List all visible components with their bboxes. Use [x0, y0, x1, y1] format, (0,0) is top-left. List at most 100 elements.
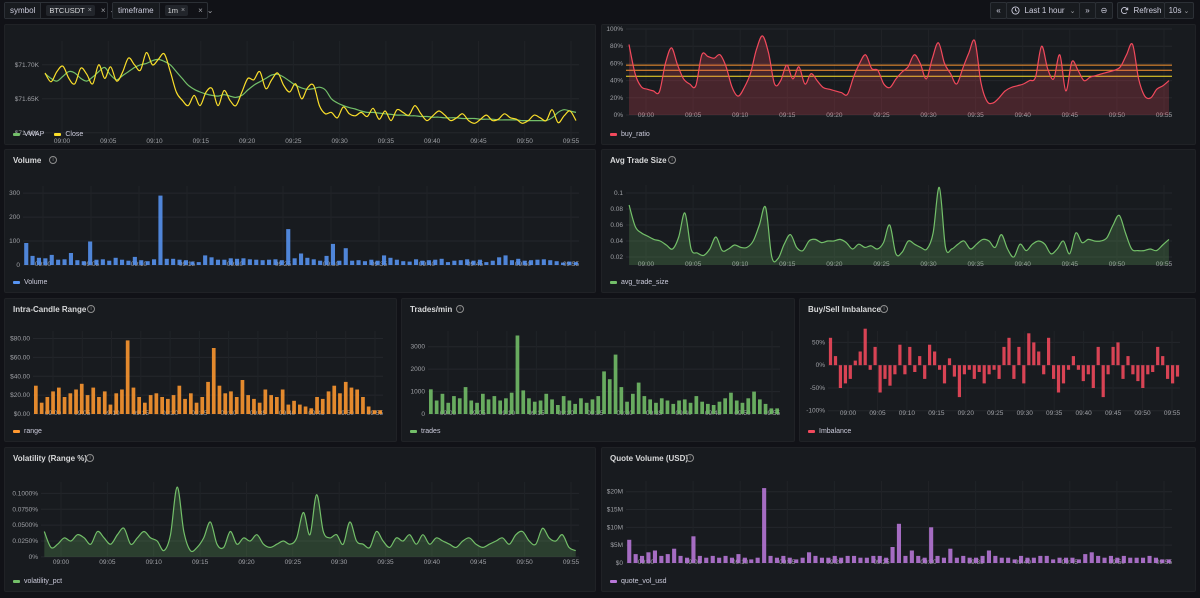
legend-swatch	[13, 580, 20, 583]
info-icon[interactable]: i	[668, 156, 676, 164]
panel-trades[interactable]: Trades/min i 300020001000009:0009:0509:1…	[401, 298, 795, 442]
legend-item-imbalance[interactable]: Imbalance	[808, 428, 851, 435]
time-range-label: Last 1 hour	[1024, 6, 1065, 15]
timeframe-variable[interactable]: timeframe 1m × × ⌄	[112, 2, 213, 19]
bar	[548, 260, 553, 265]
legend-item-buy-ratio[interactable]: buy_ratio	[610, 131, 650, 138]
bar	[1047, 337, 1051, 366]
bar	[369, 259, 374, 265]
clear-icon[interactable]: ×	[100, 6, 106, 15]
zoom-out-button[interactable]: ⊖	[1095, 2, 1113, 19]
bar	[337, 260, 342, 265]
volatility-chart[interactable]: 0.1000% 0.0750% 0.0500% 0.0250% 0% 09:00 09:05…	[5, 448, 597, 593]
chevron-down-icon[interactable]: ⌄	[206, 6, 214, 15]
time-range-picker[interactable]: Last 1 hour ⌄	[1006, 2, 1080, 19]
y-tick-label: 0.0500%	[12, 522, 38, 529]
bar	[746, 398, 751, 414]
bar	[222, 259, 227, 265]
y-tick-label: $71.65K	[15, 96, 40, 103]
legend-item-volatility[interactable]: volatility_pct	[13, 578, 62, 585]
bar	[183, 260, 188, 265]
bar	[717, 557, 722, 563]
bar	[1007, 337, 1011, 366]
x-tick-label: 09:25	[873, 261, 890, 268]
bar	[636, 382, 641, 414]
legend-item-volume[interactable]: Volume	[13, 279, 47, 286]
x-tick-label: 09:15	[928, 410, 945, 417]
time-forward-button[interactable]: »	[1079, 2, 1096, 19]
panel-volatility[interactable]: Volatility (Range %) i 0.1000% 0.0750% 0.0…	[4, 447, 596, 592]
bar	[787, 557, 792, 563]
panel-avg-trade-size[interactable]: Avg Trade Size i 0.1 0.08 0.06 0.04 0.02 09:0…	[601, 149, 1196, 293]
imbalance-chart[interactable]: 50% 0% -50% -100% 09:00 09:05 09:10 09:15 09:20 0…	[800, 299, 1197, 443]
bar	[1161, 356, 1165, 366]
info-icon[interactable]: i	[686, 454, 694, 462]
bar	[330, 243, 335, 265]
range-chart[interactable]: $80.00$60.00$40.00$20.00$0.0009:0009:050…	[5, 299, 398, 443]
volume-chart[interactable]: 300200100009:0009:0509:1009:1509:2009:25…	[5, 150, 597, 294]
bar	[868, 365, 872, 370]
x-tick-label: 09:30	[1017, 410, 1034, 417]
info-icon[interactable]: i	[87, 305, 95, 313]
series-area	[44, 487, 576, 557]
trades-chart[interactable]: 300020001000009:0009:0509:1009:1509:2009…	[402, 299, 796, 443]
bar	[1151, 365, 1155, 372]
bar	[863, 328, 867, 366]
y-tick-label: $20M	[607, 489, 623, 496]
x-tick-label: 09:20	[162, 410, 179, 417]
bar	[183, 398, 187, 414]
price-chart[interactable]: $71.70K $71.65K $71.60K 09:00 09:05 09:10 09:1…	[5, 25, 597, 146]
x-tick-label: 09:55	[1156, 261, 1173, 268]
bar	[263, 389, 268, 414]
legend-swatch	[610, 281, 617, 284]
quote-volume-chart[interactable]: $20M$15M$10M$5M$009:0009:0509:1009:1509:…	[602, 448, 1197, 593]
bar	[884, 557, 889, 563]
refresh-interval-picker[interactable]: 10s ⌄	[1164, 2, 1194, 19]
info-icon[interactable]: i	[86, 454, 94, 462]
legend-item-avg-trade-size[interactable]: avg_trade_size	[610, 279, 668, 286]
bar	[139, 260, 144, 265]
info-icon[interactable]: i	[456, 305, 464, 313]
panel-price[interactable]: $71.70K $71.65K $71.60K 09:00 09:05 09:10 09:1…	[4, 24, 596, 145]
panel-volume[interactable]: Volume i 300200100009:0009:0509:1009:150…	[4, 149, 596, 293]
panel-range[interactable]: Intra-Candle Range i $80.00 $60.00 $40.00 $…	[4, 298, 397, 442]
symbol-value-chip[interactable]: BTCUSDT ×	[46, 5, 95, 16]
bar	[223, 393, 228, 415]
x-tick-label: 09:05	[100, 138, 117, 145]
remove-chip-icon[interactable]: ×	[180, 7, 186, 14]
legend-item-trades[interactable]: trades	[410, 428, 440, 435]
bar	[286, 404, 291, 414]
bar	[332, 385, 337, 414]
bar	[200, 397, 205, 414]
bar	[34, 385, 38, 414]
bar	[137, 397, 141, 414]
bar	[613, 354, 618, 414]
bar	[898, 344, 902, 366]
clear-icon[interactable]: ×	[198, 6, 203, 15]
bar	[590, 399, 595, 414]
symbol-variable[interactable]: symbol BTCUSDT × × ⌄	[4, 2, 116, 19]
y-tick-label: 50%	[812, 339, 825, 346]
panel-quote-volume[interactable]: Quote Volume (USD) i $20M $15M $10M $5M $0 09…	[601, 447, 1196, 592]
legend-item-vwap[interactable]: VWAP	[13, 131, 44, 138]
refresh-button[interactable]: Refresh	[1117, 2, 1165, 19]
legend-swatch	[13, 430, 20, 433]
remove-chip-icon[interactable]: ×	[87, 7, 92, 14]
legend-item-quote-volume[interactable]: quote_vol_usd	[610, 578, 667, 585]
buy-ratio-chart[interactable]: 100% 80% 60% 40% 20% 0% 09:00 09:05 09:10 09:15 09…	[602, 25, 1197, 146]
time-back-button[interactable]: «	[990, 2, 1007, 19]
bar	[923, 365, 927, 379]
legend-item-range[interactable]: range	[13, 428, 42, 435]
panel-imbalance[interactable]: Buy/Sell Imbalance i 50% 0% -50% -100% 09:00…	[799, 298, 1196, 442]
legend-item-close[interactable]: Close	[54, 131, 83, 138]
timeframe-value-chip[interactable]: 1m ×	[164, 5, 189, 16]
bar	[1056, 365, 1061, 393]
bar	[247, 259, 252, 265]
info-icon[interactable]: i	[49, 156, 57, 164]
avg-trade-size-chart[interactable]: 0.1 0.08 0.06 0.04 0.02 09:00 09:05 09:10 09:15 0…	[602, 150, 1197, 294]
bar	[521, 390, 526, 414]
bar	[852, 555, 857, 563]
info-icon[interactable]: i	[880, 305, 888, 313]
bar	[1171, 365, 1175, 384]
panel-buy-ratio[interactable]: 100% 80% 60% 40% 20% 0% 09:00 09:05 09:10 09:15 09…	[601, 24, 1196, 145]
